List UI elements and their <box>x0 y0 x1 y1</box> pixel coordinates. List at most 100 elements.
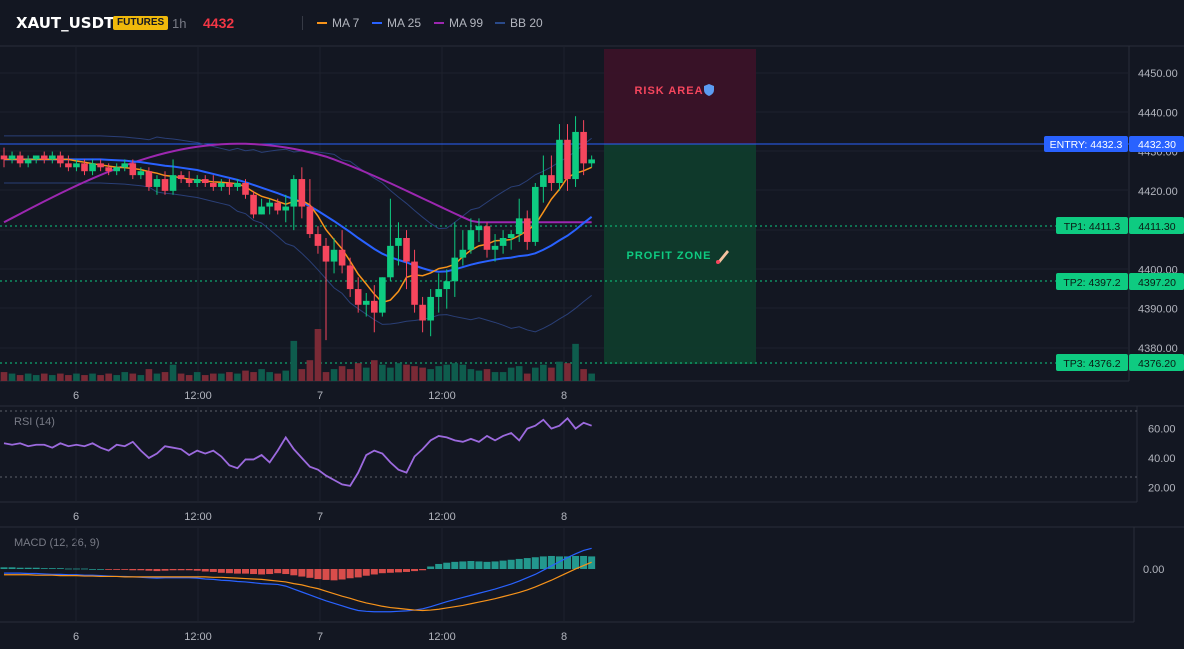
volume-bar <box>65 375 72 381</box>
header-divider <box>302 16 303 30</box>
macd-hist-bar <box>306 569 314 578</box>
candle-body <box>330 249 338 262</box>
candle <box>540 155 547 203</box>
candle <box>201 175 209 187</box>
candle <box>274 198 281 215</box>
candle <box>346 257 354 297</box>
macd-hist-bar <box>72 568 80 570</box>
bb-lower <box>4 182 592 333</box>
chart-header: XAUT_USDT FUTURES 1h 4432 MA 7 MA 25 MA … <box>0 0 1184 46</box>
candle-body <box>210 183 217 187</box>
volume-bar <box>24 373 32 381</box>
symbol-name[interactable]: XAUT_USDT <box>16 14 115 32</box>
macd-hist-bar <box>89 569 97 570</box>
macd-hist-bar <box>97 569 105 570</box>
legend-ma7[interactable]: MA 7 <box>317 16 359 30</box>
legend-ma7-label: MA 7 <box>332 16 360 30</box>
candle <box>282 194 290 223</box>
candle-body <box>387 245 394 278</box>
price-axis[interactable]: 4450.004440.004430.004420.004410.004400.… <box>1138 68 1178 355</box>
candle <box>427 289 434 337</box>
macd-hist-bar <box>451 561 459 569</box>
macd-title: MACD (12, 26, 9) <box>14 537 100 549</box>
entry-tag[interactable]: ENTRY: 4432.3 <box>1044 136 1128 152</box>
macd-hist-bar <box>370 569 378 575</box>
candle <box>475 218 483 242</box>
legend-ma99[interactable]: MA 99 <box>434 16 483 30</box>
volume-bar <box>274 373 281 381</box>
candle <box>129 159 137 180</box>
macd-hist-bar <box>314 569 322 580</box>
candle-body <box>0 155 8 160</box>
candle-body <box>32 155 40 160</box>
volume-bar <box>0 372 8 381</box>
time-tick-label: 8 <box>561 511 567 523</box>
ma25-line <box>4 158 593 273</box>
volume-bar <box>572 343 579 381</box>
macd-hist-bar <box>459 561 467 569</box>
macd-hist-bar <box>539 556 547 569</box>
macd-hist-bar <box>394 569 402 573</box>
candle-body <box>491 245 499 250</box>
candle <box>16 151 24 168</box>
time-tick-label: 7 <box>317 511 323 523</box>
candle-body <box>153 179 161 187</box>
volume-bar <box>49 375 56 381</box>
volume-bar <box>540 364 547 381</box>
macd-hist-bar <box>564 556 571 569</box>
candle-body <box>475 226 483 231</box>
candle-body <box>459 249 467 258</box>
volume-bar <box>395 363 402 381</box>
volume-bar <box>379 364 386 381</box>
macd-hist-bar <box>338 569 346 580</box>
rsi-line <box>3 417 592 487</box>
candle <box>411 249 418 313</box>
candle <box>387 198 394 282</box>
macd-hist-bar <box>266 569 274 575</box>
candle <box>290 175 298 231</box>
macd-hist-bar <box>403 569 410 572</box>
candle-body <box>306 206 314 235</box>
macd-hist-bar <box>298 569 306 577</box>
macd-hist-bar <box>258 569 266 575</box>
candle-body <box>282 206 290 211</box>
legend-bb20[interactable]: BB 20 <box>495 16 543 30</box>
candle <box>210 175 217 191</box>
tp1-tag[interactable]: TP1: 4411.3 4411.30 <box>1056 217 1184 234</box>
volume-bar <box>177 373 185 381</box>
bollinger-bands <box>4 135 592 333</box>
volume-bar <box>290 340 298 381</box>
macd-hist-bar <box>467 561 475 569</box>
candle-body <box>371 300 378 313</box>
volume-bar <box>40 373 48 381</box>
tp3-tag[interactable]: TP3: 4376.2 4376.20 <box>1056 354 1184 371</box>
candle <box>81 159 88 176</box>
volume-bar <box>306 360 314 381</box>
macd-hist-bar <box>491 561 499 569</box>
tp2-tag[interactable]: TP2: 4397.2 4397.20 <box>1056 273 1184 290</box>
candle <box>362 293 370 317</box>
macd-axis: 0.00 <box>1143 564 1164 576</box>
volume-bar <box>105 373 112 381</box>
volume-bar <box>346 369 354 381</box>
entry-price-text: 4432.30 <box>1138 139 1176 151</box>
candle <box>467 218 475 254</box>
candle <box>532 183 539 246</box>
volume-bar <box>73 373 80 381</box>
macd-hist-bar <box>121 569 129 570</box>
macd-hist-bar <box>354 569 362 578</box>
rsi-tick-label: 20.00 <box>1148 482 1176 494</box>
volume-bar <box>548 367 555 381</box>
time-tick-label: 8 <box>561 631 567 643</box>
timeframe-selector[interactable]: 1h <box>172 16 187 31</box>
candle <box>499 230 507 254</box>
volume-bar <box>145 369 153 381</box>
volume-bar <box>97 375 104 381</box>
volume-bar <box>250 372 257 381</box>
rsi-bands <box>0 406 1137 502</box>
legend-ma25[interactable]: MA 25 <box>372 16 421 30</box>
macd-hist-bar <box>242 569 249 574</box>
legend-bb20-label: BB 20 <box>510 16 543 30</box>
macd-hist-bar <box>169 569 177 571</box>
